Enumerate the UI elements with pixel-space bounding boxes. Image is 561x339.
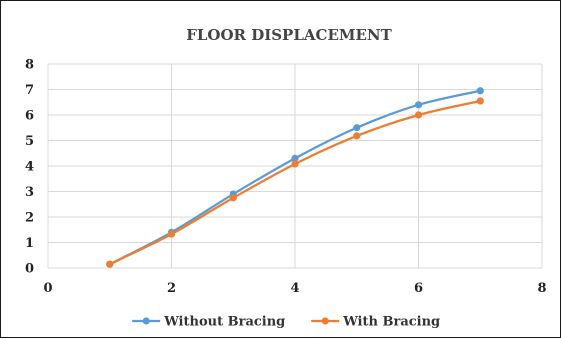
legend-label-without-bracing: Without Bracing <box>163 315 285 330</box>
point-with-bracing-1 <box>106 260 114 268</box>
point-with-bracing-2 <box>167 230 176 238</box>
y-tick-label-8: 8 <box>25 58 34 73</box>
y-tick-label-6: 6 <box>25 109 34 124</box>
tick-labels: 0 1 2 3 4 5 6 7 8 0 2 4 6 8 <box>25 58 547 297</box>
x-tick-label-6: 6 <box>414 281 423 296</box>
point-with-bracing-7 <box>476 97 484 105</box>
legend: Without Bracing With Bracing <box>132 315 440 330</box>
legend-marker-with-bracing <box>321 317 329 325</box>
y-tick-label-5: 5 <box>25 134 34 149</box>
chart-title: FLOOR DISPLACEMENT <box>186 26 392 44</box>
legend-label-with-bracing: With Bracing <box>342 315 440 330</box>
y-tick-label-2: 2 <box>25 211 34 226</box>
legend-marker-without-bracing <box>142 317 150 325</box>
y-tick-label-1: 1 <box>25 236 34 251</box>
point-without-bracing-6 <box>414 101 423 109</box>
point-with-bracing-5 <box>353 132 361 140</box>
series-layer <box>106 87 484 268</box>
point-with-bracing-4 <box>291 160 299 168</box>
point-without-bracing-5 <box>353 124 361 132</box>
y-tick-label-3: 3 <box>25 185 34 200</box>
x-tick-label-8: 8 <box>537 281 546 296</box>
point-without-bracing-4 <box>291 154 299 162</box>
x-tick-label-0: 0 <box>43 281 52 296</box>
point-with-bracing-6 <box>414 111 423 119</box>
x-tick-label-4: 4 <box>290 281 299 296</box>
point-without-bracing-7 <box>476 87 484 95</box>
point-with-bracing-3 <box>229 194 237 202</box>
y-tick-label-0: 0 <box>25 262 34 277</box>
y-tick-label-7: 7 <box>25 83 34 98</box>
x-tick-label-2: 2 <box>167 281 176 296</box>
y-tick-label-4: 4 <box>25 160 34 175</box>
